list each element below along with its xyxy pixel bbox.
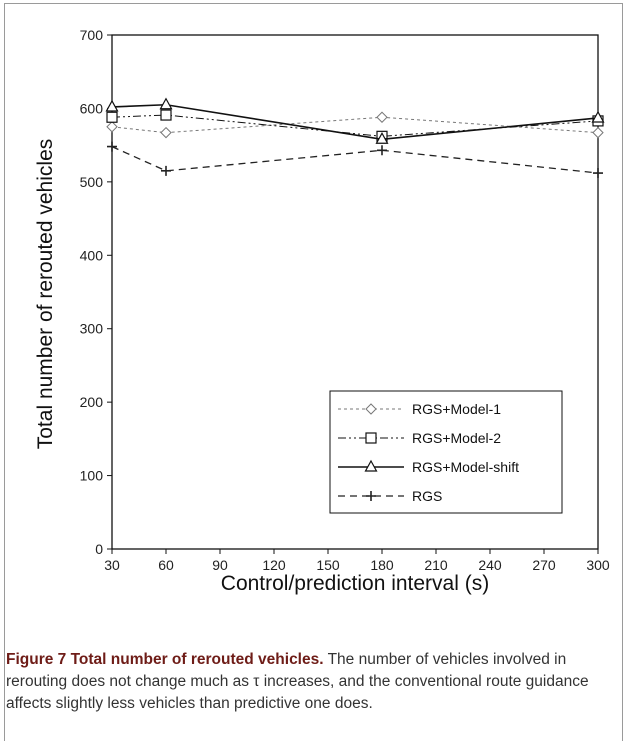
caption-title: Total number of rerouted vehicles. xyxy=(70,651,324,668)
series-line xyxy=(111,103,599,141)
legend-label: RGS+Model-1 xyxy=(412,401,501,417)
legend-marker xyxy=(365,403,377,415)
data-point xyxy=(107,141,117,152)
caption-label: Figure 7 xyxy=(6,651,67,668)
data-point xyxy=(375,132,389,144)
figure-caption: Figure 7 Total number of rerouted vehicl… xyxy=(6,649,612,715)
data-point xyxy=(593,168,603,179)
legend-marker xyxy=(364,459,378,472)
x-tick-label: 210 xyxy=(424,557,448,573)
data-point xyxy=(106,121,118,133)
caption-text: The number of vehicles involved in rerou… xyxy=(6,651,589,712)
y-axis-label: Total number of rerouted vehicles xyxy=(34,139,57,450)
data-point xyxy=(161,165,171,176)
y-tick-label: 300 xyxy=(80,321,104,337)
x-tick-label: 300 xyxy=(586,557,610,573)
line-chart: 0 100 200 300 400 500 600 700 30 60 90 120 150 180 210… xyxy=(34,27,610,595)
y-tick-label: 600 xyxy=(80,100,104,116)
legend-label: RGS+Model-shift xyxy=(412,459,519,475)
legend-label: RGS xyxy=(412,488,442,504)
data-point xyxy=(592,126,604,139)
data-point xyxy=(105,99,119,112)
plot-area xyxy=(111,34,599,550)
figure-border xyxy=(4,3,623,741)
x-tick-label: 30 xyxy=(104,557,120,573)
data-point xyxy=(377,145,387,156)
data-point xyxy=(591,110,605,123)
data-point xyxy=(160,109,172,121)
y-tick-label: 400 xyxy=(80,247,104,263)
x-tick-label: 270 xyxy=(532,557,556,573)
series-line xyxy=(111,146,599,174)
data-point xyxy=(160,126,172,139)
x-tick-label: 240 xyxy=(478,557,502,573)
data-point xyxy=(106,111,118,123)
legend-label: RGS+Model-2 xyxy=(412,430,501,446)
x-tick-label: 180 xyxy=(370,557,394,573)
x-tick-label: 150 xyxy=(316,557,340,573)
y-tick-label: 500 xyxy=(80,174,104,190)
y-tick-label: 100 xyxy=(80,468,104,484)
x-tick-label: 90 xyxy=(212,557,228,573)
y-tick-label: 200 xyxy=(80,394,104,410)
legend-marker xyxy=(365,432,377,444)
y-tick-label: 700 xyxy=(80,27,104,43)
x-tick-label: 60 xyxy=(158,557,174,573)
legend-marker xyxy=(366,491,376,501)
data-point xyxy=(159,97,173,110)
x-axis-label: Control/prediction interval (s) xyxy=(221,572,489,595)
series-line xyxy=(111,116,599,134)
data-point xyxy=(376,111,388,123)
x-tick-label: 120 xyxy=(262,557,286,573)
y-tick-label: 0 xyxy=(95,541,103,557)
